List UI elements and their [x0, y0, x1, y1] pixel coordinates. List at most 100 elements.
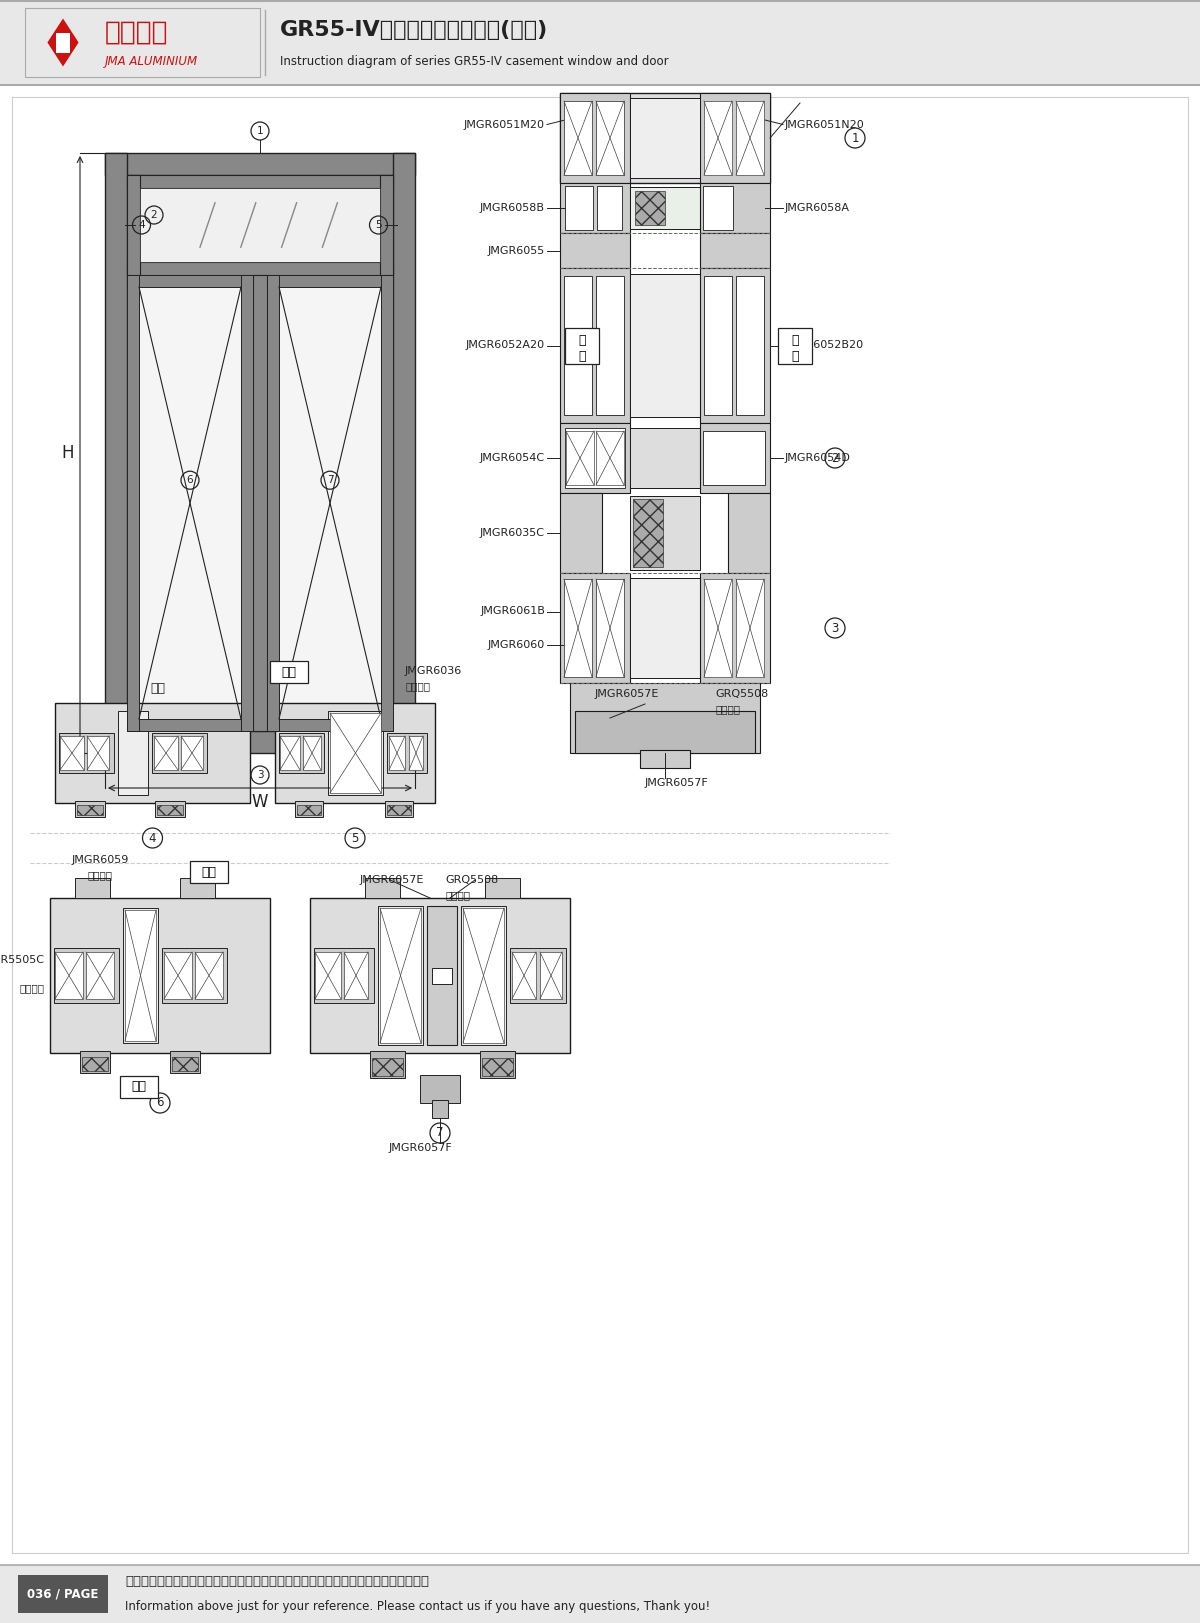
Text: 6: 6	[156, 1097, 163, 1110]
Bar	[295, 802, 323, 816]
Bar	[266, 274, 278, 730]
Text: GR55-IV系列平开门窗结构图(外开): GR55-IV系列平开门窗结构图(外开)	[280, 19, 548, 39]
Bar	[55, 953, 83, 1000]
Bar	[278, 734, 324, 773]
Bar	[77, 805, 103, 815]
Bar	[302, 735, 322, 769]
Bar	[634, 498, 662, 566]
Text: 4: 4	[149, 831, 156, 844]
Bar	[54, 948, 119, 1003]
Text: JMGR6059: JMGR6059	[71, 855, 128, 865]
Bar	[266, 719, 394, 730]
Bar	[127, 274, 139, 730]
Bar	[172, 1057, 198, 1071]
Bar	[596, 101, 624, 175]
Bar	[635, 192, 665, 226]
Bar	[630, 497, 700, 570]
Text: 2: 2	[151, 209, 157, 221]
Text: JMGR6036: JMGR6036	[406, 665, 462, 677]
Text: JMGR6051N20: JMGR6051N20	[785, 120, 865, 130]
Bar	[127, 274, 253, 287]
Bar	[241, 274, 253, 730]
Bar	[596, 432, 624, 485]
Bar	[704, 579, 732, 677]
Bar	[140, 188, 380, 261]
Text: 内: 内	[578, 351, 586, 364]
Bar	[704, 276, 732, 415]
Text: 7: 7	[437, 1126, 444, 1139]
Text: 室: 室	[578, 334, 586, 347]
Bar	[74, 802, 106, 816]
Bar	[380, 175, 394, 274]
Text: JMGR6057F: JMGR6057F	[646, 777, 709, 789]
Text: H: H	[61, 445, 74, 463]
Text: Instruction diagram of series GR55-IV casement window and door: Instruction diagram of series GR55-IV ca…	[280, 55, 668, 68]
Text: 室: 室	[791, 334, 799, 347]
Bar	[389, 735, 406, 769]
Bar	[700, 93, 770, 183]
Text: 室内: 室内	[202, 865, 216, 878]
Bar	[270, 661, 308, 683]
Bar	[432, 967, 452, 984]
Bar	[82, 1057, 108, 1071]
Bar	[280, 735, 300, 769]
Text: 图中所示型材截面、装配、编号、尺寸及重量仅供参考。如有疑问，请向本公司查询。: 图中所示型材截面、装配、编号、尺寸及重量仅供参考。如有疑问，请向本公司查询。	[125, 1574, 430, 1587]
Text: JMGR6055: JMGR6055	[487, 245, 545, 255]
Bar	[378, 906, 424, 1045]
Bar	[703, 432, 766, 485]
Text: 室外: 室外	[150, 682, 166, 695]
Bar	[370, 1052, 406, 1078]
Bar	[565, 328, 599, 364]
Text: 室内: 室内	[282, 665, 296, 678]
Bar	[127, 261, 394, 274]
Bar	[560, 93, 630, 183]
Bar	[463, 907, 504, 1044]
Text: JMGR6058B: JMGR6058B	[480, 203, 545, 213]
Bar	[704, 101, 732, 175]
Polygon shape	[48, 18, 79, 67]
Bar	[86, 953, 114, 1000]
Bar	[60, 735, 84, 769]
Text: JMGR6052B20: JMGR6052B20	[785, 341, 864, 351]
Bar	[330, 712, 382, 794]
Bar	[560, 234, 630, 268]
Bar	[298, 805, 322, 815]
Bar	[162, 948, 227, 1003]
Bar	[0, 1565, 1200, 1623]
Bar	[736, 579, 764, 677]
Bar	[560, 268, 630, 424]
Bar	[700, 424, 770, 493]
Bar	[127, 274, 253, 730]
Bar	[640, 750, 690, 768]
Bar	[74, 878, 110, 898]
Text: JMGR6058A: JMGR6058A	[785, 203, 850, 213]
Bar	[700, 268, 770, 424]
Bar	[25, 8, 260, 76]
Bar	[80, 1052, 110, 1073]
Bar	[700, 573, 770, 683]
Text: 7: 7	[326, 476, 334, 485]
Bar	[560, 183, 630, 234]
Text: JMGR6057E: JMGR6057E	[595, 690, 659, 700]
Bar	[432, 1100, 448, 1118]
Bar	[630, 578, 700, 678]
Text: 坚美铝业: 坚美铝业	[106, 19, 168, 45]
Bar	[778, 328, 812, 364]
Text: JMGR6057E: JMGR6057E	[360, 875, 425, 885]
Bar	[596, 276, 624, 415]
Text: （角码）: （角码）	[88, 870, 113, 880]
Bar	[190, 860, 228, 883]
Bar	[157, 805, 182, 815]
Bar	[194, 953, 223, 1000]
Bar	[630, 97, 700, 179]
Bar	[328, 711, 383, 795]
Bar	[565, 187, 593, 230]
Text: JMGR6054D: JMGR6054D	[785, 453, 851, 463]
Bar	[180, 878, 215, 898]
Text: JMGR6060: JMGR6060	[487, 639, 545, 649]
Bar	[560, 573, 630, 683]
Bar	[482, 1058, 514, 1076]
Bar	[0, 0, 1200, 84]
Bar	[154, 735, 178, 769]
Bar	[266, 274, 394, 287]
